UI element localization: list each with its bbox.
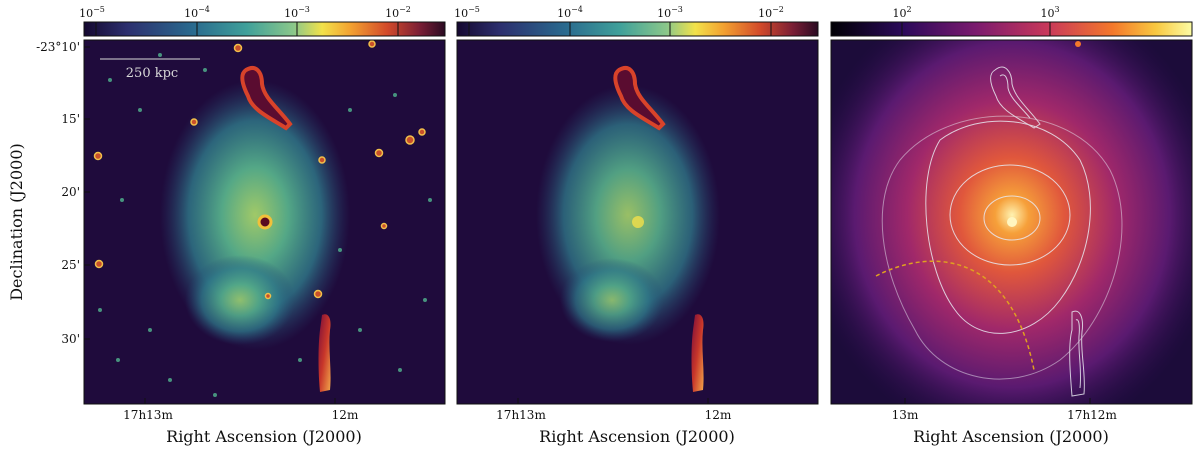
colorbar-right-tick-label: 102 bbox=[892, 5, 911, 20]
colorbar-middle-tick-label: 10−3 bbox=[657, 5, 683, 20]
panel-middle-image bbox=[536, 65, 720, 392]
ytick-label: 15' bbox=[61, 112, 80, 126]
shock-front-arc bbox=[875, 260, 1035, 371]
panel-left-image: 250 kpc bbox=[93, 40, 432, 397]
panel-left-yticks bbox=[84, 46, 90, 340]
relic-south-contour bbox=[1069, 310, 1085, 397]
panel-right: 13m 17h12m Right Ascension (J2000) bbox=[830, 39, 1193, 446]
ytick-label: 30' bbox=[61, 332, 80, 346]
relic-south bbox=[318, 314, 331, 392]
colorbar-right-gradient bbox=[830, 21, 1193, 37]
xtick-label: 13m bbox=[892, 408, 919, 422]
diffuse-emission-south bbox=[560, 258, 664, 342]
xtick-label: 17h13m bbox=[496, 408, 546, 422]
panel-left-xticks bbox=[144, 398, 336, 404]
xtick-label: 17h12m bbox=[1067, 408, 1117, 422]
y-axis-label: Declination (J2000) bbox=[7, 143, 26, 301]
colorbar-right: 102 103 bbox=[830, 5, 1193, 37]
colorbar-right-tick-label: 103 bbox=[1040, 5, 1059, 20]
x-axis-label: Right Ascension (J2000) bbox=[913, 427, 1109, 446]
relic-north bbox=[240, 65, 293, 131]
relic-north bbox=[613, 65, 666, 131]
panel-middle-xticks bbox=[517, 398, 709, 404]
panel-right-xticks bbox=[904, 398, 1091, 404]
colorbar-left: 10−5 10−4 10−3 10−2 bbox=[79, 5, 446, 37]
ytick-label: 20' bbox=[61, 185, 80, 199]
colorbar-middle-tick-label: 10−5 bbox=[454, 5, 480, 20]
relic-north-contour bbox=[990, 66, 1041, 129]
compact-sources bbox=[93, 40, 426, 300]
colorbar-left-tick-label: 10−2 bbox=[385, 5, 411, 20]
colorbar-left-gradient bbox=[83, 21, 446, 37]
colorbar-left-tick-label: 10−3 bbox=[284, 5, 310, 20]
xtick-label: 12m bbox=[332, 408, 359, 422]
x-axis-label: Right Ascension (J2000) bbox=[539, 427, 735, 446]
core-emission bbox=[632, 216, 644, 228]
panel-middle-frame bbox=[456, 39, 819, 405]
x-axis-label: Right Ascension (J2000) bbox=[166, 427, 362, 446]
colorbar-left-tick-label: 10−4 bbox=[184, 5, 210, 20]
ytick-label: 25' bbox=[61, 258, 80, 272]
faint-sources bbox=[98, 53, 432, 397]
radio-contours bbox=[881, 66, 1123, 397]
xtick-label: 12m bbox=[705, 408, 732, 422]
panel-left: 250 kpc -23°10' 15' 20' 25' 30' 17h13m 1… bbox=[36, 39, 446, 446]
diffuse-emission-south bbox=[185, 255, 295, 345]
colorbar-middle-tick-label: 10−2 bbox=[758, 5, 784, 20]
bright-point-source bbox=[257, 214, 273, 230]
panel-right-image bbox=[831, 40, 1192, 404]
scale-bar-label: 250 kpc bbox=[126, 66, 178, 81]
panel-left-frame bbox=[83, 39, 446, 405]
panel-middle: 17h13m 12m Right Ascension (J2000) bbox=[456, 39, 819, 446]
colorbar-middle-gradient bbox=[456, 21, 819, 37]
bright-core bbox=[1007, 217, 1017, 227]
colorbar-middle: 10−5 10−4 10−3 10−2 bbox=[454, 5, 819, 37]
colorbar-middle-tick-label: 10−4 bbox=[557, 5, 583, 20]
relic-south bbox=[691, 314, 704, 392]
panel-right-frame bbox=[830, 39, 1193, 405]
point-source bbox=[1075, 41, 1081, 47]
xtick-label: 17h13m bbox=[123, 408, 173, 422]
ytick-label: -23°10' bbox=[36, 40, 80, 54]
colorbar-left-tick-label: 10−5 bbox=[79, 5, 105, 20]
